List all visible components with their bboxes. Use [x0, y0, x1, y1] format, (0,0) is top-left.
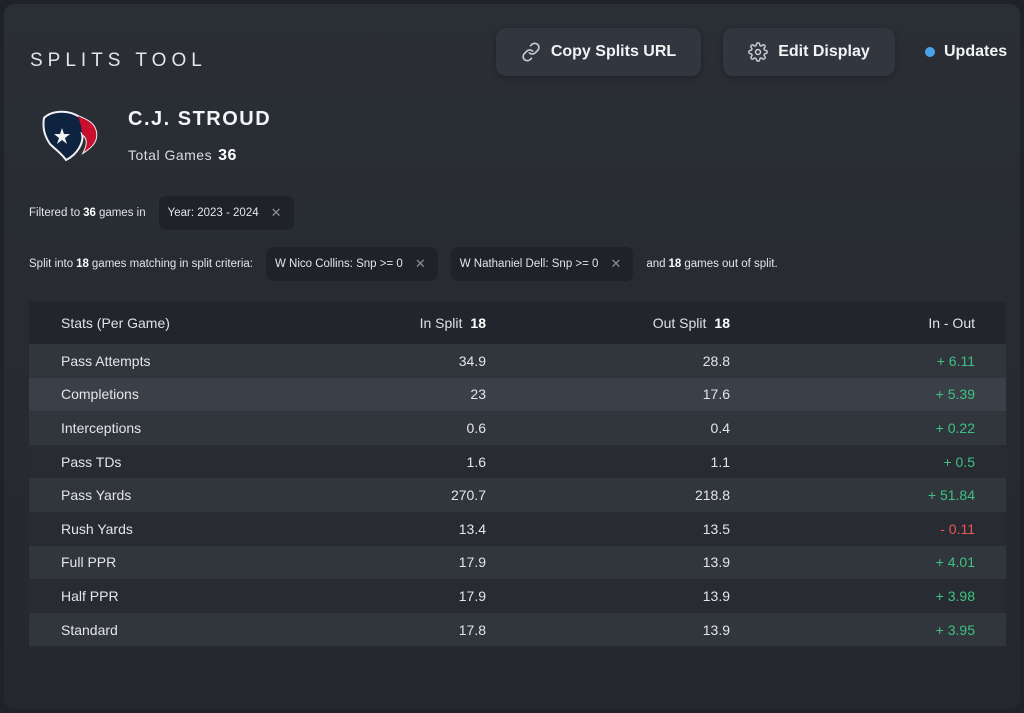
row-out-split: 13.5 — [702, 520, 730, 537]
table-row: Full PPR 17.9 13.9 + 4.01 — [29, 545, 1006, 580]
row-in-split: 17.9 — [458, 587, 486, 604]
row-out-split: 13.9 — [702, 554, 730, 571]
header-out-split-label: Out Split — [652, 315, 707, 331]
close-icon[interactable]: ✕ — [414, 256, 426, 271]
row-diff: + 4.01 — [935, 554, 975, 571]
splits-table: Stats (Per Game) In Split 18 Out Split 18 … — [29, 302, 1006, 647]
row-out-split: 1.1 — [710, 453, 730, 470]
row-out-split: 218.8 — [694, 487, 730, 504]
split-count: 18 — [76, 258, 89, 270]
row-in-split: 17.9 — [458, 554, 486, 571]
header-out-split-count: 18 — [714, 315, 730, 331]
updates-label: Updates — [944, 43, 1008, 60]
header-in-split-label: In Split — [419, 315, 463, 331]
row-diff: + 3.95 — [935, 621, 975, 638]
link-icon — [522, 42, 540, 62]
row-stat: Pass TDs — [61, 453, 122, 470]
row-in-split: 17.8 — [458, 621, 486, 638]
row-diff: + 0.22 — [935, 419, 975, 436]
split-suffix: games matching in split criteria: — [91, 258, 253, 270]
row-out-split: 28.8 — [702, 352, 730, 369]
filter-summary: Filtered to 36 games in Year: 2023 - 202… — [29, 196, 294, 230]
table-row: Pass Attempts 34.9 28.8 + 6.11 — [29, 344, 1006, 378]
close-icon[interactable]: ✕ — [610, 256, 622, 271]
filter-prefix: Filtered to — [29, 207, 81, 219]
filter-suffix: games in — [98, 207, 146, 219]
table-row: Completions 23 17.6 + 5.39 — [29, 377, 1006, 412]
year-filter-chip[interactable]: Year: 2023 - 2024 ✕ — [158, 196, 294, 230]
total-games-label: Total Games — [128, 147, 213, 163]
row-stat: Rush Yards — [61, 520, 133, 537]
row-out-split: 17.6 — [702, 386, 730, 403]
row-stat: Half PPR — [61, 587, 119, 604]
table-row: Standard 17.8 13.9 + 3.95 — [29, 612, 1006, 647]
copy-splits-url-label: Copy Splits URL — [550, 43, 677, 60]
row-in-split: 0.6 — [466, 419, 486, 436]
table-row: Pass TDs 1.6 1.1 + 0.5 — [29, 444, 1006, 479]
table-row: Rush Yards 13.4 13.5 - 0.11 — [29, 511, 1006, 546]
edit-display-label: Edit Display — [778, 43, 870, 60]
row-diff: + 51.84 — [927, 487, 975, 504]
table-row: Interceptions 0.6 0.4 + 0.22 — [29, 411, 1006, 445]
row-stat: Completions — [61, 386, 139, 403]
row-diff: - 0.11 — [940, 520, 975, 537]
split-prefix: Split into — [29, 258, 74, 270]
out-split-count: 18 — [668, 258, 682, 270]
year-filter-label: Year: 2023 - 2024 — [167, 207, 259, 219]
close-icon[interactable]: ✕ — [270, 205, 282, 220]
split-chip-label: W Nico Collins: Snp >= 0 — [274, 258, 403, 270]
updates-indicator-dot — [925, 47, 935, 57]
header-diff[interactable]: In - Out — [928, 315, 975, 331]
table-header: Stats (Per Game) In Split 18 Out Split 18 … — [29, 302, 1006, 344]
copy-splits-url-button[interactable]: Copy Splits URL — [496, 28, 701, 76]
total-games: Total Games 36 — [128, 147, 237, 165]
houston-texans-logo-icon — [42, 110, 98, 162]
app-title: SPLITS TOOL — [30, 50, 207, 71]
row-stat: Full PPR — [61, 554, 117, 571]
row-diff: + 6.11 — [936, 352, 975, 369]
header-in-split-count: 18 — [470, 315, 486, 331]
edit-display-button[interactable]: Edit Display — [723, 28, 895, 76]
split-chip-label: W Nathaniel Dell: Snp >= 0 — [459, 258, 599, 270]
header-out-split[interactable]: Out Split 18 — [486, 315, 730, 331]
split-chip-nathaniel-dell[interactable]: W Nathaniel Dell: Snp >= 0 ✕ — [450, 247, 634, 281]
out-split-prefix: and — [646, 258, 666, 270]
filter-count: 36 — [83, 207, 96, 219]
out-split-suffix: games out of split. — [684, 258, 778, 270]
row-in-split: 270.7 — [450, 487, 486, 504]
row-diff: + 0.5 — [943, 453, 975, 470]
row-in-split: 13.4 — [458, 520, 486, 537]
row-stat: Pass Attempts — [61, 352, 151, 369]
splits-tool-panel: SPLITS TOOL Copy Splits URL Edit Display… — [4, 4, 1020, 709]
row-out-split: 13.9 — [702, 621, 730, 638]
header-in-split[interactable]: In Split 18 — [349, 315, 486, 331]
header-stat[interactable]: Stats (Per Game) — [61, 315, 170, 331]
split-chip-nico-collins[interactable]: W Nico Collins: Snp >= 0 ✕ — [265, 247, 438, 281]
row-out-split: 13.9 — [702, 587, 730, 604]
row-diff: + 3.98 — [935, 587, 975, 604]
row-stat: Standard — [61, 621, 118, 638]
player-name: C.J. STROUD — [128, 108, 272, 130]
row-stat: Pass Yards — [61, 487, 132, 504]
row-diff: + 5.39 — [935, 386, 975, 403]
table-row: Half PPR 17.9 13.9 + 3.98 — [29, 579, 1006, 613]
row-in-split: 23 — [470, 386, 486, 403]
row-out-split: 0.4 — [710, 419, 730, 436]
table-row: Pass Yards 270.7 218.8 + 51.84 — [29, 478, 1006, 512]
row-stat: Interceptions — [61, 419, 142, 436]
updates-link[interactable]: Updates — [925, 42, 1007, 62]
row-in-split: 1.6 — [466, 453, 486, 470]
total-games-value: 36 — [218, 147, 237, 164]
split-summary: Split into 18 games matching in split cr… — [29, 247, 778, 281]
row-in-split: 34.9 — [458, 352, 486, 369]
gear-icon — [748, 42, 769, 62]
